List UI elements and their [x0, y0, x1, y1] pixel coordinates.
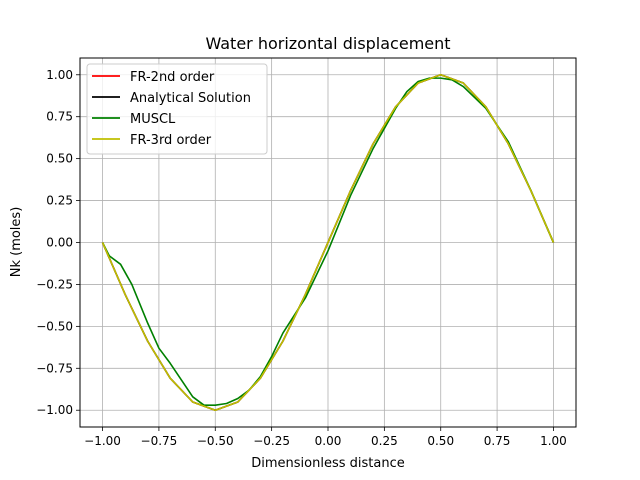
y-tick-label: 1.00 — [46, 68, 73, 82]
y-tick-label: −0.25 — [36, 277, 73, 291]
legend-label: Analytical Solution — [130, 91, 251, 106]
legend-label: MUSCL — [130, 112, 176, 127]
x-tick-label: −1.00 — [84, 434, 121, 448]
x-tick-label: 1.00 — [540, 434, 567, 448]
y-axis-ticks: −1.00 −0.75 −0.50 −0.25 0.00 0.25 0.50 0.75 1.00 — [36, 68, 80, 417]
legend-box — [86, 63, 268, 155]
series-line-muscl — [101, 77, 555, 407]
legend-label: FR-3rd order — [130, 133, 212, 148]
x-axis-ticks: −1.00 −0.75 −0.50 −0.25 0.00 0.25 0.50 0.75 1.00 — [84, 427, 567, 448]
x-axis-label: Dimensionless distance — [251, 456, 404, 471]
x-tick-label: 0.25 — [371, 434, 398, 448]
legend: FR-2nd order Analytical Solution MUSCL FR-3… — [86, 63, 268, 155]
x-tick-label: −0.50 — [197, 434, 234, 448]
y-tick-label: 0.50 — [46, 152, 73, 166]
legend-label: FR-2nd order — [130, 70, 215, 85]
y-tick-label: −0.75 — [36, 361, 73, 375]
x-tick-label: 0.75 — [484, 434, 511, 448]
x-tick-label: 0.00 — [315, 434, 342, 448]
series-line-fr-3rd-order — [101, 73, 555, 412]
x-tick-label: 0.50 — [427, 434, 454, 448]
y-tick-label: 0.75 — [46, 110, 73, 124]
y-tick-label: 0.00 — [46, 236, 73, 250]
chart-title: Water horizontal displacement — [205, 34, 450, 53]
x-tick-label: −0.25 — [253, 434, 290, 448]
x-tick-label: −0.75 — [141, 434, 178, 448]
y-tick-label: 0.25 — [46, 194, 73, 208]
y-axis-label: Nk (moles) — [9, 207, 24, 278]
y-tick-label: −0.50 — [36, 319, 73, 333]
y-tick-label: −1.00 — [36, 403, 73, 417]
plot-area — [101, 73, 555, 412]
